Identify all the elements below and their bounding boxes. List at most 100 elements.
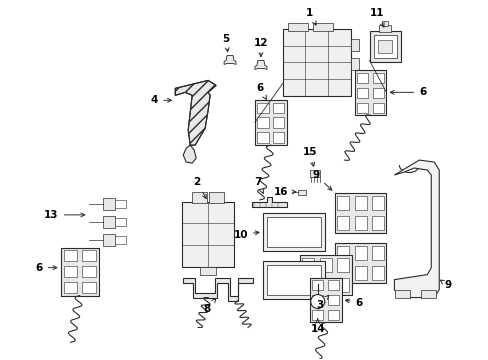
Text: 9: 9 [312,170,331,190]
Bar [82,282,96,293]
Bar [356,87,367,98]
Bar [350,39,358,50]
Bar [266,265,320,294]
Bar [61,248,99,296]
Text: 11: 11 [369,8,384,27]
Bar [263,261,324,298]
Bar [319,278,331,292]
Polygon shape [183,145,196,163]
Bar [350,58,358,71]
Bar [282,28,350,96]
Bar [273,132,284,143]
Bar [327,280,339,290]
Bar [336,258,348,272]
Text: 6: 6 [389,87,426,97]
Bar [372,87,383,98]
Bar [311,295,323,305]
Bar [257,117,268,128]
Bar [371,196,383,210]
Text: 10: 10 [233,230,259,240]
Bar [337,216,348,230]
Text: 6: 6 [36,263,57,273]
Polygon shape [183,278,252,301]
Bar [309,278,341,323]
Bar [334,243,386,283]
Polygon shape [224,55,236,64]
Text: 14: 14 [310,319,325,334]
Polygon shape [175,80,216,145]
Bar [102,198,114,210]
Bar [302,278,314,292]
Bar [334,193,386,233]
Bar [257,132,268,143]
Bar [266,217,320,247]
Bar [309,170,319,177]
Bar [63,266,77,277]
Bar [327,310,339,320]
Bar [378,40,392,54]
Text: 6: 6 [256,84,266,99]
Bar [356,103,367,113]
Bar [354,266,366,280]
Bar [371,246,383,260]
Text: 8: 8 [203,298,215,315]
Bar [273,103,284,113]
Text: 16: 16 [273,187,295,197]
Bar [337,246,348,260]
Bar [327,295,339,305]
Bar [297,190,305,195]
Bar [372,73,383,83]
Bar [395,289,409,298]
Text: 6: 6 [345,297,362,307]
Bar [311,310,323,320]
Bar [263,213,324,251]
Bar [102,216,114,228]
Text: 9: 9 [439,280,450,289]
Circle shape [310,294,324,309]
Text: 1: 1 [305,8,315,25]
Bar [114,218,126,226]
Bar [311,280,323,290]
Bar [371,266,383,280]
Text: 13: 13 [44,210,84,220]
Bar [319,258,331,272]
Bar [356,73,367,83]
Bar [192,192,207,203]
Bar [209,192,224,203]
Text: 3: 3 [315,295,328,310]
Bar [82,266,96,277]
Bar [373,35,397,58]
Bar [182,202,234,267]
Polygon shape [394,160,438,298]
Text: 7: 7 [254,177,263,193]
Bar [421,289,435,298]
Bar [337,266,348,280]
Text: 12: 12 [253,37,267,57]
Bar [61,248,99,296]
Polygon shape [251,197,286,207]
Bar [336,278,348,292]
Bar [299,255,351,294]
Bar [63,250,77,261]
Polygon shape [254,60,266,69]
Bar [379,24,390,32]
Bar [302,258,314,272]
Bar [102,234,114,246]
Bar [200,267,216,275]
Text: 2: 2 [193,177,206,198]
Bar [354,196,366,210]
Bar [114,200,126,208]
Bar [63,282,77,293]
Bar [287,23,307,31]
Bar [354,71,386,115]
Bar [114,236,126,244]
Bar [254,100,286,145]
Bar [273,117,284,128]
Bar [369,31,401,62]
Bar [372,103,383,113]
Bar [82,250,96,261]
Text: 4: 4 [151,95,171,105]
Bar [337,196,348,210]
Bar [312,23,332,31]
Bar [382,21,387,26]
